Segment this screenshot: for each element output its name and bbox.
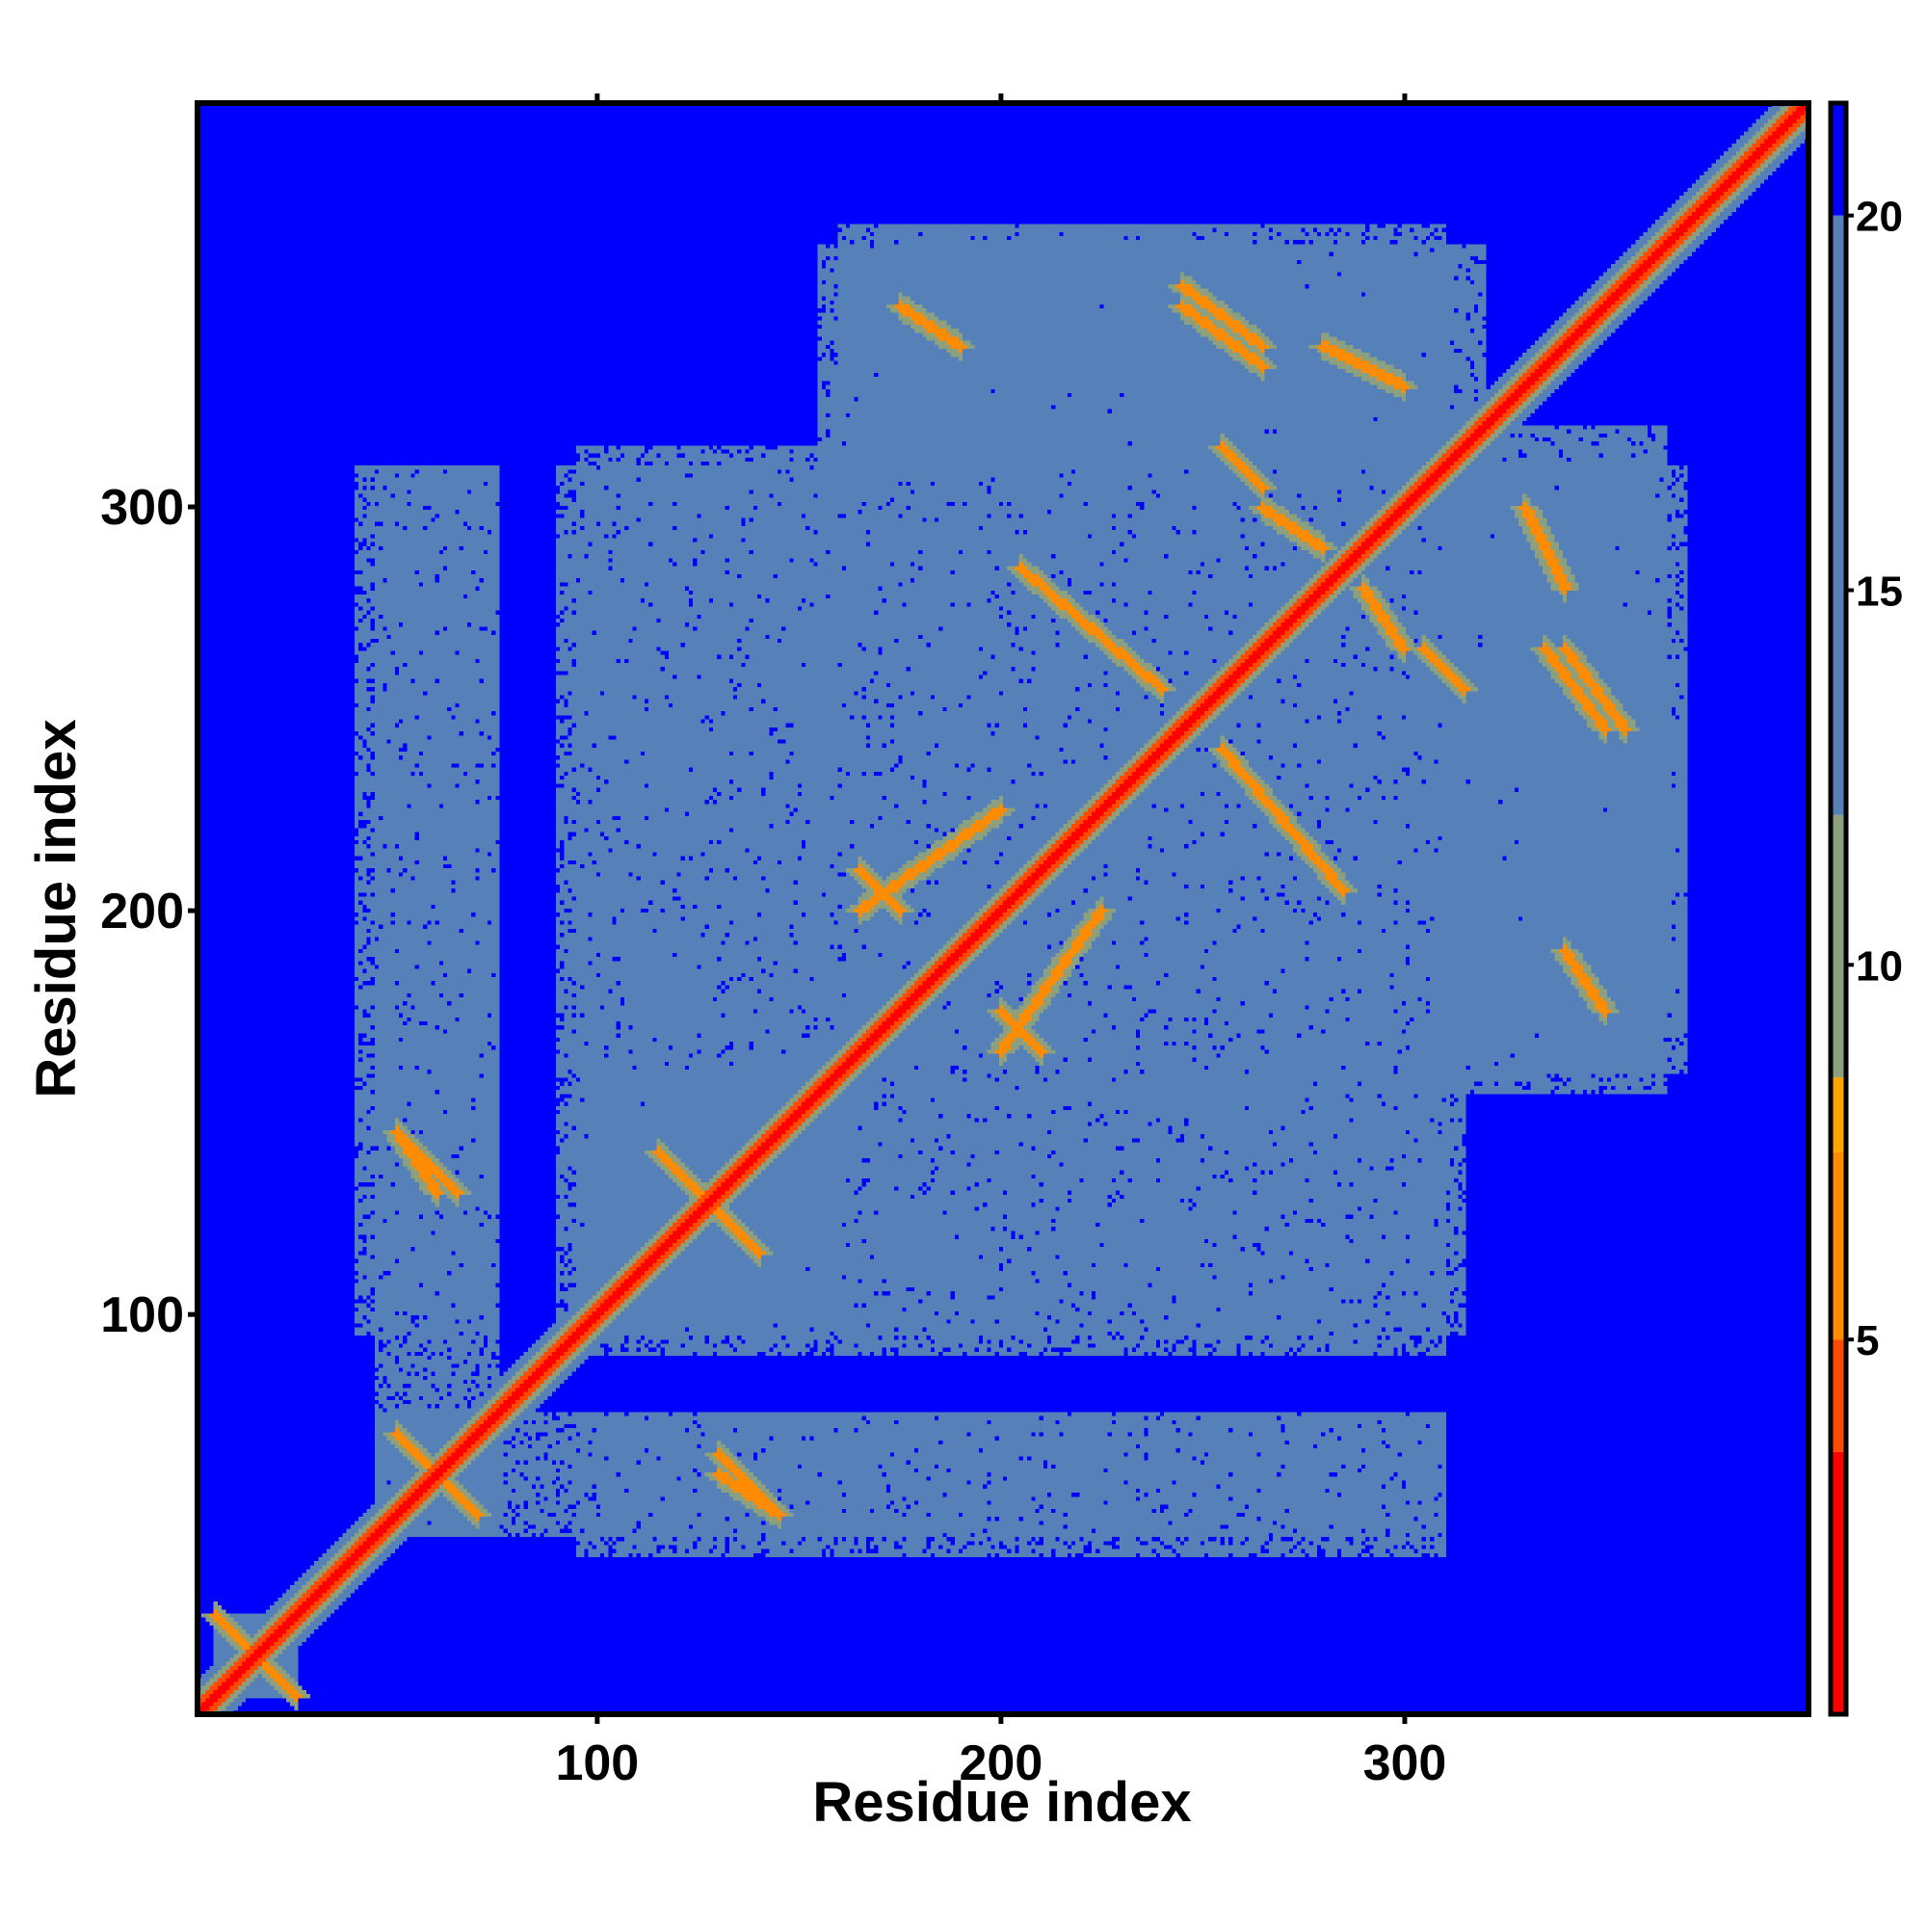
- colorbar-tick-label: 5: [1856, 1317, 1879, 1364]
- y-axis-label: Residue index: [25, 719, 88, 1098]
- colorbar: 5 10 15 20: [1828, 100, 1903, 1717]
- colorbar-frame: [1828, 100, 1849, 1717]
- y-axis-ticks: 100 200 300: [100, 480, 198, 1343]
- heatmap-raster: [198, 103, 1808, 1714]
- colorbar-segment: [1831, 1339, 1846, 1452]
- colorbar-segment: [1831, 1076, 1846, 1152]
- colorbar-tick-label: 15: [1856, 568, 1903, 615]
- heatmap-area: [198, 103, 1808, 1714]
- colorbar-segment: [1831, 1151, 1846, 1340]
- x-tick-label: 200: [960, 1735, 1043, 1791]
- x-axis-ticks: 100 200 300: [555, 93, 1446, 1791]
- colorbar-tick-label: 20: [1856, 194, 1903, 241]
- x-tick-label: 300: [1363, 1735, 1447, 1791]
- x-tick-label: 100: [555, 1735, 639, 1791]
- colorbar-tick-label: 10: [1856, 942, 1903, 990]
- y-tick-label: 100: [100, 1287, 184, 1343]
- colorbar-segment: [1831, 215, 1846, 815]
- colorbar-segment: [1831, 814, 1846, 1077]
- y-tick-label: 300: [100, 480, 184, 536]
- y-tick-label: 200: [100, 884, 184, 940]
- colorbar-segment: [1831, 1451, 1846, 1714]
- x-axis-label: Residue index: [812, 1771, 1191, 1834]
- colorbar-segment: [1831, 103, 1846, 216]
